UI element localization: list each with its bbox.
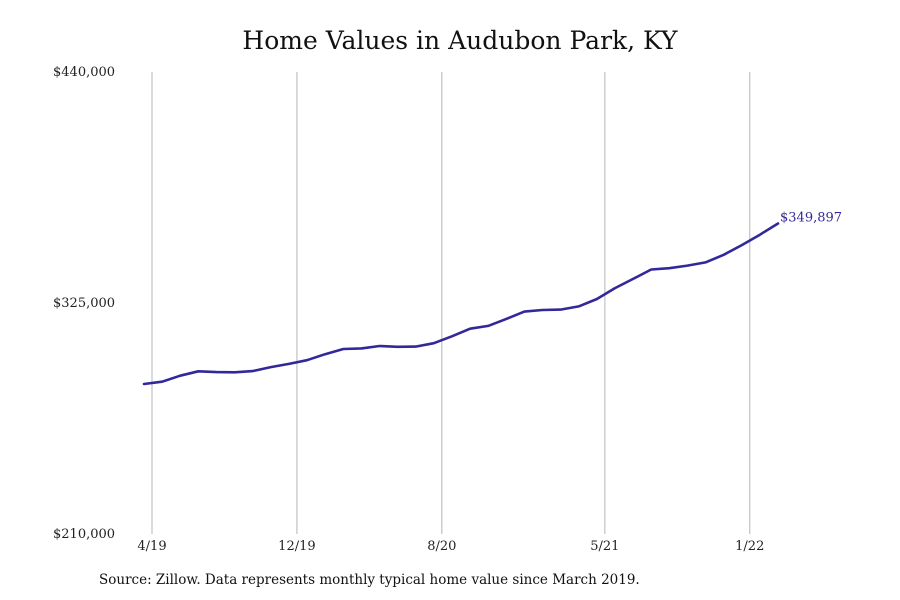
- x-tick-label: 12/19: [278, 539, 315, 554]
- source-note: Source: Zillow. Data represents monthly …: [99, 572, 640, 588]
- chart-title: Home Values in Audubon Park, KY: [242, 26, 678, 55]
- series-line: [142, 222, 780, 386]
- end-value-label: $349,897: [780, 210, 842, 225]
- x-tick-label: 1/22: [735, 539, 764, 554]
- x-tick-label: 8/20: [427, 539, 456, 554]
- y-tick-label: $325,000: [53, 296, 115, 311]
- x-tick-label: 5/21: [590, 539, 619, 554]
- y-tick-label: $210,000: [53, 527, 115, 542]
- y-tick-label: $440,000: [53, 65, 115, 80]
- x-tick-label: 4/19: [137, 539, 166, 554]
